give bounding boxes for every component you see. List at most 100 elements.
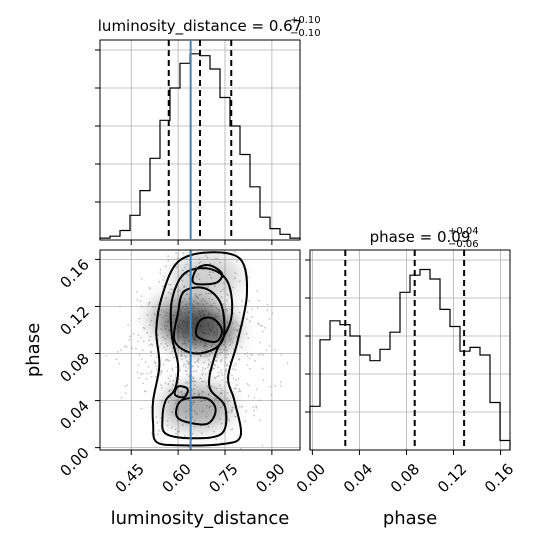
scatter-point — [247, 336, 250, 339]
scatter-point — [184, 435, 186, 437]
scatter-point — [162, 363, 165, 366]
ph-hist-frame — [309, 249, 511, 451]
scatter-point — [227, 353, 230, 355]
scatter-point — [232, 377, 235, 380]
scatter-point — [175, 432, 178, 435]
scatter-point — [137, 364, 140, 366]
scatter-point — [177, 257, 179, 260]
title-luminosity-distance-plus: +0.10 — [290, 15, 321, 26]
scatter-point — [220, 369, 223, 372]
scatter-point — [204, 356, 206, 358]
scatter-point — [226, 392, 229, 394]
scatter-point — [220, 422, 223, 425]
scatter-point — [224, 346, 227, 349]
contour-blob-lowmid — [173, 385, 189, 399]
scatter-point — [214, 359, 217, 362]
scatter-point — [169, 380, 171, 383]
scatter-point — [236, 323, 239, 326]
scatter-point — [254, 360, 256, 362]
phase-ytick-label-3: 0.12 — [56, 303, 92, 339]
scatter-point — [244, 420, 246, 423]
scatter-point — [223, 309, 226, 312]
scatter-point — [139, 300, 142, 303]
scatter-point — [233, 364, 236, 367]
scatter-point — [142, 372, 144, 375]
scatter-point — [268, 344, 271, 347]
scatter-point — [167, 377, 170, 380]
scatter-point — [178, 430, 181, 432]
scatter-point — [192, 377, 195, 380]
scatter-point — [228, 360, 231, 363]
scatter-point — [226, 363, 229, 365]
scatter-point — [220, 358, 223, 361]
scatter-point — [244, 204, 246, 206]
scatter-point — [216, 354, 219, 356]
scatter-point — [219, 387, 222, 390]
scatter-point — [259, 353, 262, 356]
scatter-point — [213, 302, 216, 305]
scatter-point — [205, 353, 208, 355]
scatter-point — [144, 390, 147, 393]
scatter-point — [243, 469, 245, 471]
scatter-point — [228, 308, 231, 311]
scatter-point — [150, 343, 153, 346]
scatter-point — [245, 410, 248, 413]
scatter-point — [197, 232, 199, 234]
scatter-point — [258, 299, 260, 302]
scatter-point — [251, 308, 253, 311]
scatter-point — [224, 361, 227, 364]
scatter-point — [171, 350, 174, 353]
scatter-point — [183, 363, 186, 365]
joint-density-layer — [105, 204, 289, 480]
scatter-point — [155, 416, 158, 418]
scatter-point — [182, 252, 185, 255]
scatter-point — [146, 372, 148, 375]
contour-inner-upper — [172, 286, 226, 355]
scatter-point — [246, 355, 249, 358]
scatter-point — [160, 372, 163, 375]
scatter-point — [155, 365, 158, 368]
scatter-point — [265, 349, 268, 352]
scatter-point — [140, 295, 143, 297]
scatter-point — [211, 298, 214, 301]
scatter-point — [215, 356, 218, 359]
scatter-point — [207, 362, 210, 365]
scatter-point — [241, 405, 244, 408]
scatter-point — [200, 355, 202, 357]
scatter-point — [231, 409, 234, 412]
scatter-point — [136, 299, 139, 302]
scatter-point — [154, 375, 157, 378]
scatter-point — [164, 342, 167, 345]
scatter-point — [158, 429, 160, 432]
scatter-point — [225, 308, 228, 311]
scatter-point — [232, 368, 234, 370]
scatter-point — [129, 335, 132, 338]
scatter-point — [175, 347, 178, 350]
scatter-point — [135, 291, 138, 293]
title-luminosity-distance: luminosity_distance = 0.67 — [98, 17, 302, 36]
scatter-point — [244, 353, 246, 356]
scatter-point — [202, 478, 204, 480]
scatter-point — [150, 354, 153, 357]
scatter-point — [242, 243, 244, 245]
scatter-point — [222, 349, 225, 351]
scatter-point — [262, 379, 265, 382]
phase-xtick-label-1: 0.04 — [340, 460, 376, 496]
scatter-point — [164, 265, 167, 268]
scatter-point — [210, 470, 212, 472]
scatter-point — [175, 366, 178, 369]
scatter-point — [197, 358, 200, 361]
scatter-point — [176, 290, 179, 293]
title-phase: phase = 0.09 — [370, 228, 471, 246]
scatter-point — [232, 407, 235, 409]
scatter-point — [166, 358, 168, 361]
scatter-point — [271, 312, 274, 314]
scatter-point — [211, 248, 213, 250]
scatter-point — [165, 297, 168, 299]
scatter-point — [163, 248, 165, 250]
scatter-point — [140, 277, 143, 280]
scatter-point — [258, 399, 261, 402]
scatter-point — [169, 292, 172, 295]
scatter-point — [246, 318, 248, 320]
title-phase-minus: −0.06 — [448, 239, 479, 250]
